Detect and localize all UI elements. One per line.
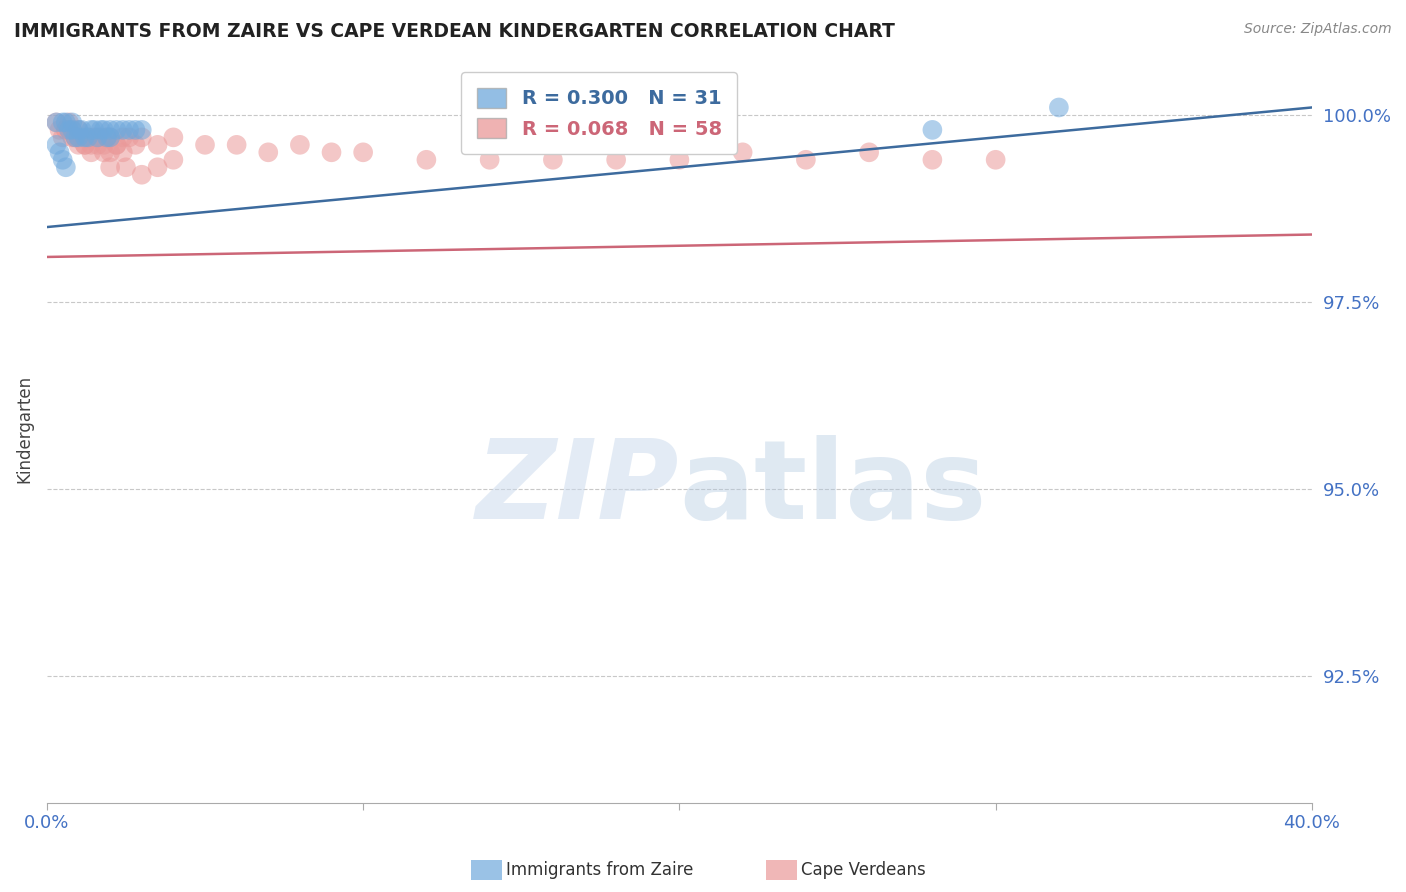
Point <box>55 123 77 137</box>
Point <box>415 153 437 167</box>
Point <box>52 115 75 129</box>
Point <box>858 145 880 160</box>
Point <box>111 130 134 145</box>
Point <box>60 130 83 145</box>
Point <box>115 161 138 175</box>
Point <box>111 145 134 160</box>
Point <box>478 153 501 167</box>
Point <box>60 123 83 137</box>
Point <box>55 115 77 129</box>
Point <box>65 130 87 145</box>
Point <box>225 137 247 152</box>
Point <box>83 123 105 137</box>
Point <box>98 123 121 137</box>
Point <box>45 115 67 129</box>
Point <box>70 123 93 137</box>
Point <box>65 130 87 145</box>
Point <box>90 130 112 145</box>
Point <box>124 137 146 152</box>
Point <box>58 123 80 137</box>
Point <box>52 130 75 145</box>
Point <box>605 153 627 167</box>
Point <box>98 161 121 175</box>
Point <box>45 115 67 129</box>
Point <box>67 123 90 137</box>
Point <box>93 137 115 152</box>
Point <box>48 123 70 137</box>
Y-axis label: Kindergarten: Kindergarten <box>15 375 32 483</box>
Point <box>257 145 280 160</box>
Point <box>83 130 105 145</box>
Point <box>86 137 108 152</box>
Point <box>55 161 77 175</box>
Point <box>70 130 93 145</box>
Point <box>105 137 128 152</box>
Point <box>86 130 108 145</box>
Point <box>162 130 184 145</box>
Point <box>65 130 87 145</box>
Point <box>131 123 153 137</box>
Point <box>118 123 141 137</box>
Point <box>321 145 343 160</box>
Point <box>58 115 80 129</box>
Point <box>77 130 100 145</box>
Point <box>146 161 169 175</box>
Point <box>80 137 103 152</box>
Point <box>131 130 153 145</box>
Point <box>111 123 134 137</box>
Point <box>80 145 103 160</box>
Point <box>146 137 169 152</box>
Point <box>73 137 96 152</box>
Point <box>67 130 90 145</box>
Point <box>86 130 108 145</box>
Point <box>60 123 83 137</box>
Point <box>90 123 112 137</box>
Point <box>96 130 118 145</box>
Point <box>984 153 1007 167</box>
Text: Immigrants from Zaire: Immigrants from Zaire <box>506 861 693 879</box>
Point <box>93 145 115 160</box>
Point <box>96 130 118 145</box>
Point <box>194 137 217 152</box>
Point <box>352 145 374 160</box>
Point <box>55 123 77 137</box>
Point <box>124 123 146 137</box>
Point <box>67 123 90 137</box>
Point <box>52 153 75 167</box>
Point <box>48 145 70 160</box>
Point <box>73 130 96 145</box>
Point <box>1047 100 1070 114</box>
Point <box>67 137 90 152</box>
Point <box>162 153 184 167</box>
Legend: R = 0.300   N = 31, R = 0.068   N = 58: R = 0.300 N = 31, R = 0.068 N = 58 <box>461 72 737 154</box>
Point <box>98 145 121 160</box>
Text: atlas: atlas <box>679 435 987 542</box>
Point <box>794 153 817 167</box>
Point <box>731 145 754 160</box>
Point <box>98 130 121 145</box>
Point <box>93 123 115 137</box>
Point <box>80 123 103 137</box>
Point <box>921 123 943 137</box>
Point <box>98 130 121 145</box>
Point <box>131 168 153 182</box>
Point <box>105 123 128 137</box>
Point <box>77 130 100 145</box>
Point <box>73 137 96 152</box>
Point <box>45 137 67 152</box>
Point <box>541 153 564 167</box>
Text: IMMIGRANTS FROM ZAIRE VS CAPE VERDEAN KINDERGARTEN CORRELATION CHART: IMMIGRANTS FROM ZAIRE VS CAPE VERDEAN KI… <box>14 22 896 41</box>
Point <box>58 123 80 137</box>
Text: Cape Verdeans: Cape Verdeans <box>801 861 927 879</box>
Point <box>118 130 141 145</box>
Point <box>288 137 311 152</box>
Text: ZIP: ZIP <box>475 435 679 542</box>
Point <box>105 137 128 152</box>
Text: Source: ZipAtlas.com: Source: ZipAtlas.com <box>1244 22 1392 37</box>
Point <box>60 115 83 129</box>
Point <box>668 153 690 167</box>
Point <box>921 153 943 167</box>
